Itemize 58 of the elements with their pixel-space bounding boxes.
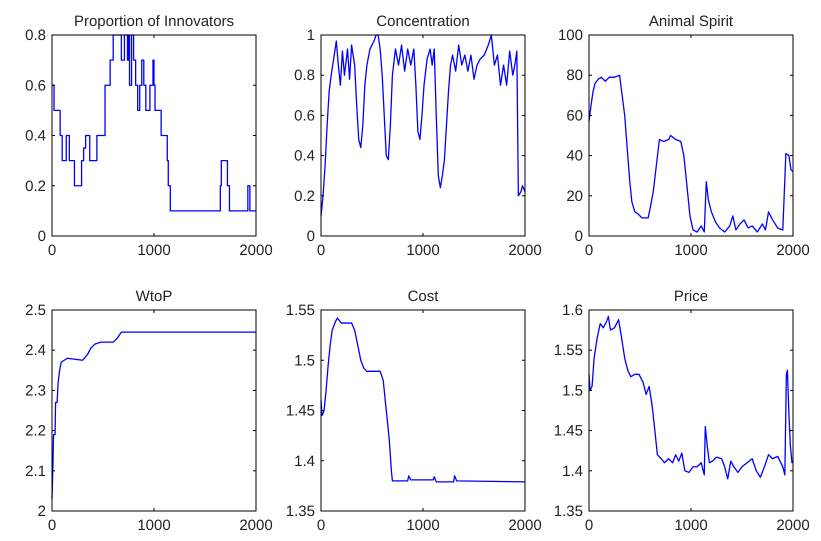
line-series bbox=[588, 74, 794, 233]
y-tick-label: 1.6 bbox=[562, 302, 583, 319]
y-tick-label: 1 bbox=[306, 27, 315, 44]
y-tick-label: 2.3 bbox=[25, 382, 46, 400]
y-tick-label: 1.35 bbox=[554, 503, 583, 520]
y-tick-label: 80 bbox=[566, 67, 583, 84]
y-tick-label: 0.4 bbox=[294, 148, 315, 165]
chart-title: Price bbox=[674, 288, 708, 305]
x-tick-label: 1000 bbox=[137, 517, 171, 534]
y-tick-label: 0.4 bbox=[25, 128, 46, 144]
chart-title: Animal Spirit bbox=[648, 13, 734, 30]
y-tick-label: 1.4 bbox=[562, 462, 583, 480]
y-tick-label: 100 bbox=[558, 27, 583, 44]
line-series bbox=[588, 316, 794, 480]
line-series bbox=[320, 34, 526, 217]
x-tick-label: 2000 bbox=[239, 242, 273, 259]
y-tick-label: 2 bbox=[38, 503, 46, 520]
y-tick-label: 0.2 bbox=[25, 178, 46, 195]
x-tick-label: 1000 bbox=[406, 242, 440, 259]
x-tick-label: 1000 bbox=[406, 517, 440, 534]
y-tick-label: 1.4 bbox=[294, 452, 315, 470]
x-tick-label: 2000 bbox=[508, 517, 542, 534]
y-tick-label: 0.8 bbox=[25, 27, 46, 44]
x-tick-label: 2000 bbox=[776, 242, 810, 259]
line-series bbox=[320, 317, 526, 483]
x-tick-label: 1000 bbox=[674, 242, 708, 259]
y-tick-label: 1.5 bbox=[562, 382, 583, 400]
y-tick-label: 0 bbox=[306, 228, 315, 245]
y-tick-label: 0.6 bbox=[294, 107, 315, 124]
x-tick-label: 2000 bbox=[239, 517, 273, 534]
y-tick-label: 1.45 bbox=[286, 402, 315, 420]
chart-title: Cost bbox=[408, 288, 440, 305]
x-tick-label: 2000 bbox=[776, 517, 810, 534]
chart-title: Concentration bbox=[376, 13, 470, 30]
y-tick-label: 20 bbox=[566, 188, 583, 205]
x-tick-label: 1000 bbox=[674, 517, 708, 534]
y-tick-label: 1.55 bbox=[286, 302, 315, 319]
y-tick-label: 0.6 bbox=[25, 77, 46, 94]
y-tick-label: 1.45 bbox=[554, 422, 583, 440]
y-tick-label: 2.4 bbox=[25, 342, 46, 360]
y-tick-label: 0.2 bbox=[294, 188, 315, 205]
y-tick-label: 2.5 bbox=[25, 302, 46, 319]
y-tick-label: 1.5 bbox=[294, 352, 315, 370]
x-tick-label: 2000 bbox=[508, 242, 542, 259]
y-tick-label: 0 bbox=[574, 228, 583, 245]
y-tick-label: 1.55 bbox=[554, 342, 583, 360]
y-tick-label: 0.8 bbox=[294, 67, 315, 84]
y-tick-label: 2.2 bbox=[25, 422, 46, 440]
x-tick-label: 1000 bbox=[137, 242, 171, 259]
y-tick-label: 2.1 bbox=[25, 462, 46, 480]
chart-title: Proportion of Innovators bbox=[74, 13, 234, 30]
x-tick-label: 0 bbox=[584, 242, 594, 259]
y-tick-label: 1.35 bbox=[286, 503, 315, 520]
y-tick-label: 40 bbox=[566, 148, 583, 165]
chart-title: WtoP bbox=[136, 288, 172, 305]
x-tick-label: 0 bbox=[584, 517, 594, 534]
y-tick-label: 0 bbox=[38, 228, 46, 245]
y-tick-label: 60 bbox=[566, 107, 583, 124]
